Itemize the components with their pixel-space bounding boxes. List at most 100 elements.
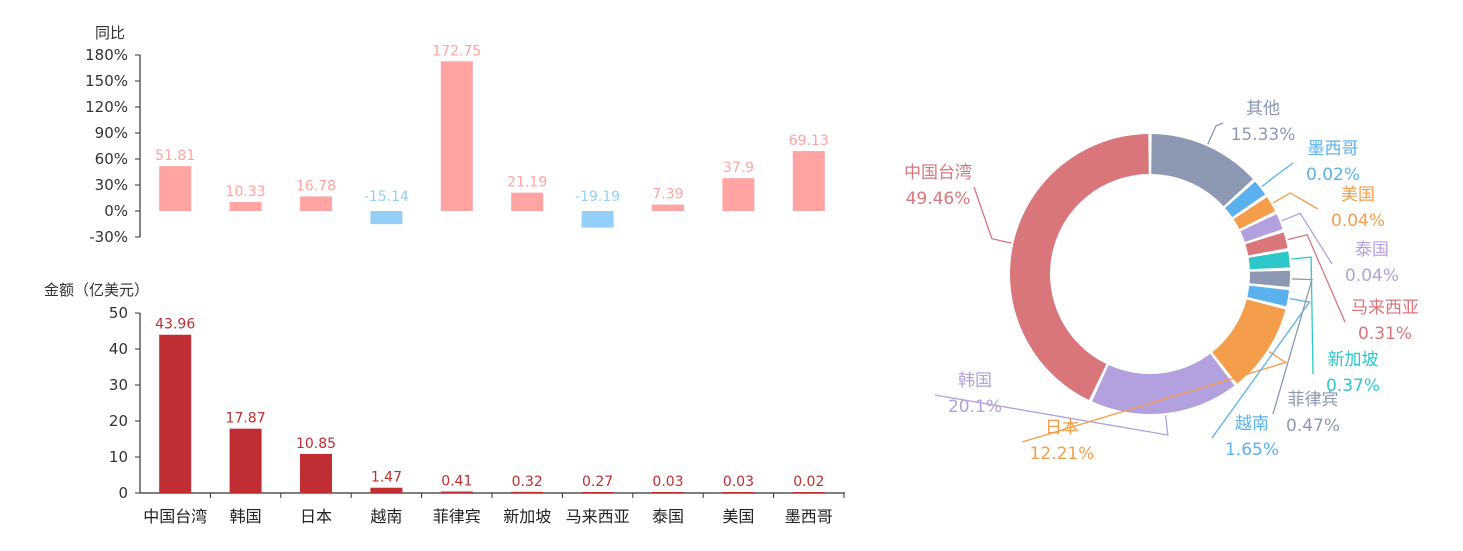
yoy-y-tick-label: 120%: [85, 98, 128, 116]
amount-value-label: 0.32: [512, 474, 543, 490]
donut-slice-name: 其他: [1246, 99, 1280, 119]
donut-slice-name: 日本: [1045, 418, 1079, 438]
amount-bar: [511, 491, 544, 493]
yoy-value-label: -15.14: [364, 189, 409, 205]
donut-leader-line: [1291, 256, 1314, 375]
yoy-bar: [792, 151, 825, 211]
donut-slice-percent: 0.47%: [1286, 416, 1340, 436]
donut-slice-name: 美国: [1341, 185, 1375, 205]
donut-slice-name: 马来西亚: [1351, 298, 1419, 318]
yoy-bar-chart: 同比 180% 150% 120% 90% 60% 30% 0% -30% 51.81 10.33 1…: [85, 24, 829, 246]
donut-leader-line: [1207, 122, 1224, 145]
donut-slice: [1092, 353, 1235, 414]
donut-slice-name: 菲律宾: [1288, 390, 1339, 410]
donut-slice: [1225, 181, 1266, 218]
yoy-value-label: 7.39: [652, 187, 683, 203]
yoy-bar: [370, 211, 403, 225]
amount-value-label: 43.96: [155, 317, 195, 333]
yoy-y-tick-label: 0%: [104, 202, 128, 220]
donut-slice-percent: 12.21%: [1030, 444, 1095, 464]
amount-value-label: 0.03: [652, 474, 683, 490]
amount-category-label: 马来西亚: [566, 507, 630, 526]
donut-slice-percent: 20.1%: [948, 397, 1002, 417]
amount-bar: [159, 334, 192, 493]
donut-slice-percent: 1.65%: [1225, 440, 1279, 460]
donut-slice: [1233, 197, 1276, 230]
donut-slice: [1010, 134, 1149, 401]
yoy-bar: [159, 166, 192, 211]
donut-slice-percent: 0.37%: [1326, 376, 1380, 396]
yoy-bar: [581, 211, 614, 228]
donut-leader-line: [934, 394, 1169, 436]
donut-slice-name: 中国台湾: [904, 163, 972, 183]
yoy-value-label: 51.81: [155, 148, 195, 164]
yoy-value-label: 69.13: [789, 133, 829, 149]
yoy-bar: [722, 178, 755, 211]
amount-axis-title: 金额（亿美元）: [44, 281, 149, 299]
donut-slice-percent: 15.33%: [1231, 125, 1296, 145]
amount-category-label: 菲律宾: [433, 507, 481, 526]
donut-slice-percent: 0.02%: [1306, 165, 1360, 185]
yoy-value-label: -19.19: [575, 189, 620, 205]
amount-y-tick-label: 0: [118, 484, 128, 502]
donut-slice: [1151, 134, 1253, 207]
donut-leader-line: [973, 186, 1012, 244]
donut-slice: [1247, 285, 1290, 307]
donut-slice-name: 泰国: [1355, 240, 1389, 260]
yoy-bar: [652, 204, 684, 211]
amount-bar: [370, 487, 403, 493]
yoy-y-tick-label: 30%: [95, 176, 128, 194]
donut-leader-line: [1021, 351, 1288, 443]
donut-slice: [1240, 214, 1283, 242]
amount-y-tick-label: 30: [109, 376, 128, 394]
yoy-bar: [300, 196, 332, 211]
amount-value-label: 17.87: [226, 411, 266, 427]
donut-slice-percent: 49.46%: [906, 189, 971, 209]
amount-category-label: 中国台湾: [143, 507, 207, 526]
donut-leader-line: [1261, 162, 1294, 188]
amount-value-label: 0.27: [582, 474, 613, 490]
amount-y-tick-label: 40: [109, 340, 128, 358]
amount-category-label: 新加坡: [503, 507, 551, 526]
amount-y-tick-label: 20: [109, 412, 128, 430]
donut-leader-line: [1211, 298, 1311, 439]
amount-category-label: 越南: [370, 507, 402, 526]
yoy-bar: [511, 192, 544, 211]
donut-slice-percent: 0.31%: [1358, 324, 1412, 344]
amount-category-label: 美国: [722, 507, 754, 526]
donut-slice: [1249, 270, 1291, 287]
amount-category-label: 泰国: [652, 507, 684, 526]
amount-bar: [652, 492, 684, 493]
donut-leader-line: [1281, 212, 1333, 265]
yoy-y-tick-label: 60%: [95, 150, 128, 168]
amount-bar: [581, 492, 614, 493]
donut-slice-name: 越南: [1235, 414, 1269, 434]
donut-leader-line: [1272, 192, 1319, 210]
yoy-value-label: 16.78: [296, 178, 336, 194]
yoy-bar: [440, 61, 473, 212]
amount-y-tick-label: 10: [109, 448, 128, 466]
donut-slice-percent: 0.04%: [1331, 211, 1385, 231]
yoy-value-label: 172.75: [432, 43, 481, 59]
donut-slice: [1248, 251, 1290, 270]
amount-bar: [300, 453, 332, 493]
amount-category-label: 韩国: [230, 507, 262, 526]
amount-category-label: 墨西哥: [785, 507, 833, 526]
donut-slice-name: 墨西哥: [1308, 139, 1359, 159]
amount-bar: [440, 491, 473, 493]
amount-bar-chart: 金额（亿美元） 50 40 30 20 10 0 43.96 中国台湾 17.87 韩国 10.85 日…: [44, 281, 845, 526]
amount-value-label: 0.03: [723, 474, 754, 490]
donut-slice-name: 新加坡: [1328, 350, 1379, 370]
amount-bar: [722, 492, 755, 493]
amount-category-label: 日本: [300, 507, 332, 526]
amount-value-label: 1.47: [371, 470, 402, 486]
donut-leader-line: [1287, 234, 1346, 323]
donut-slice-percent: 0.04%: [1345, 266, 1399, 286]
yoy-y-tick-label: 180%: [85, 46, 128, 64]
amount-y-tick-label: 50: [109, 304, 128, 322]
yoy-y-tick-label: 150%: [85, 72, 128, 90]
donut-slice-name: 韩国: [958, 371, 992, 391]
donut-slice: [1245, 232, 1288, 256]
